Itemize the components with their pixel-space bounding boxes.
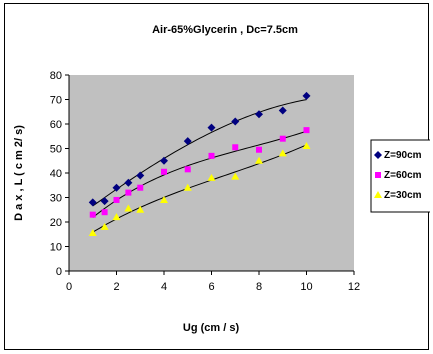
y-axis-title: D a x , L ( c m 2/ s) — [13, 125, 25, 221]
y-tick-label: 60 — [50, 119, 62, 131]
data-point — [231, 117, 240, 126]
y-tick-label: 40 — [50, 168, 62, 180]
data-point — [207, 123, 216, 132]
x-tick-label: 12 — [348, 281, 360, 293]
data-point — [279, 135, 286, 142]
y-tick-label: 70 — [50, 95, 62, 107]
data-point — [255, 110, 263, 119]
y-tick-label: 20 — [50, 217, 62, 229]
data-point — [183, 137, 192, 146]
data-point — [89, 211, 96, 218]
x-tick-label: 0 — [66, 281, 72, 293]
data-point — [208, 152, 215, 159]
data-point — [207, 173, 216, 181]
data-point — [232, 144, 239, 151]
data-point — [124, 204, 133, 212]
data-point — [302, 142, 311, 150]
data-point — [183, 183, 192, 191]
axes: 0 10 20 30 40 50 60 70 80 0 2 4 6 8 10 12 — [50, 70, 360, 293]
x-tick-label: 8 — [256, 281, 262, 293]
data-point — [88, 229, 97, 237]
legend-label: Z=90cm — [384, 150, 422, 161]
y-tick-label: 80 — [50, 70, 62, 82]
data-point — [278, 149, 287, 157]
data-point — [160, 156, 168, 165]
chart-title: Air-65%Glycerin , Dc=7.5cm — [152, 24, 298, 36]
trendline — [92, 144, 307, 233]
x-tick-label: 10 — [300, 281, 312, 293]
data-point — [88, 198, 97, 207]
x-tick-label: 6 — [208, 281, 214, 293]
data-point — [125, 189, 132, 196]
data-point — [136, 171, 145, 180]
chart-frame: Air-65%Glycerin , Dc=7.5cm 0 10 20 30 40 50 60… — [4, 3, 430, 350]
data-point — [184, 166, 191, 173]
data-point — [137, 184, 144, 191]
data-point — [124, 178, 133, 187]
data-point — [112, 183, 121, 192]
data-point — [136, 205, 145, 213]
data-point — [161, 168, 167, 175]
legend-marker — [374, 151, 382, 159]
legend-label: Z=30cm — [384, 190, 422, 201]
x-axis-title: Ug (cm / s) — [183, 322, 240, 334]
x-tick-label: 2 — [113, 281, 119, 293]
legend: Z=90cm Z=60cm Z=30cm — [370, 139, 430, 213]
y-tick-label: 10 — [50, 242, 62, 254]
y-tick-label: 0 — [56, 266, 62, 278]
data-point — [160, 195, 168, 203]
data-point — [256, 146, 262, 153]
data-point — [255, 156, 263, 164]
legend-marker — [375, 172, 381, 178]
chart: Air-65%Glycerin , Dc=7.5cm 0102030405060… — [13, 24, 430, 334]
data-point — [112, 213, 121, 221]
legend-items: Z=90cm Z=60cm Z=30cm — [374, 150, 422, 201]
plot-area — [69, 75, 354, 271]
data-point — [100, 197, 109, 206]
data-point — [303, 127, 310, 134]
data-point — [278, 106, 287, 115]
x-tick-label: 4 — [161, 281, 167, 293]
legend-label: Z=60cm — [384, 170, 422, 181]
data-points — [88, 91, 311, 237]
y-tick-label: 50 — [50, 144, 62, 156]
data-point — [101, 209, 108, 216]
legend-marker — [374, 191, 382, 198]
data-point — [113, 196, 120, 203]
data-point — [100, 222, 109, 230]
data-point — [302, 91, 311, 100]
data-point — [231, 172, 240, 180]
y-tick-label: 30 — [50, 193, 62, 205]
